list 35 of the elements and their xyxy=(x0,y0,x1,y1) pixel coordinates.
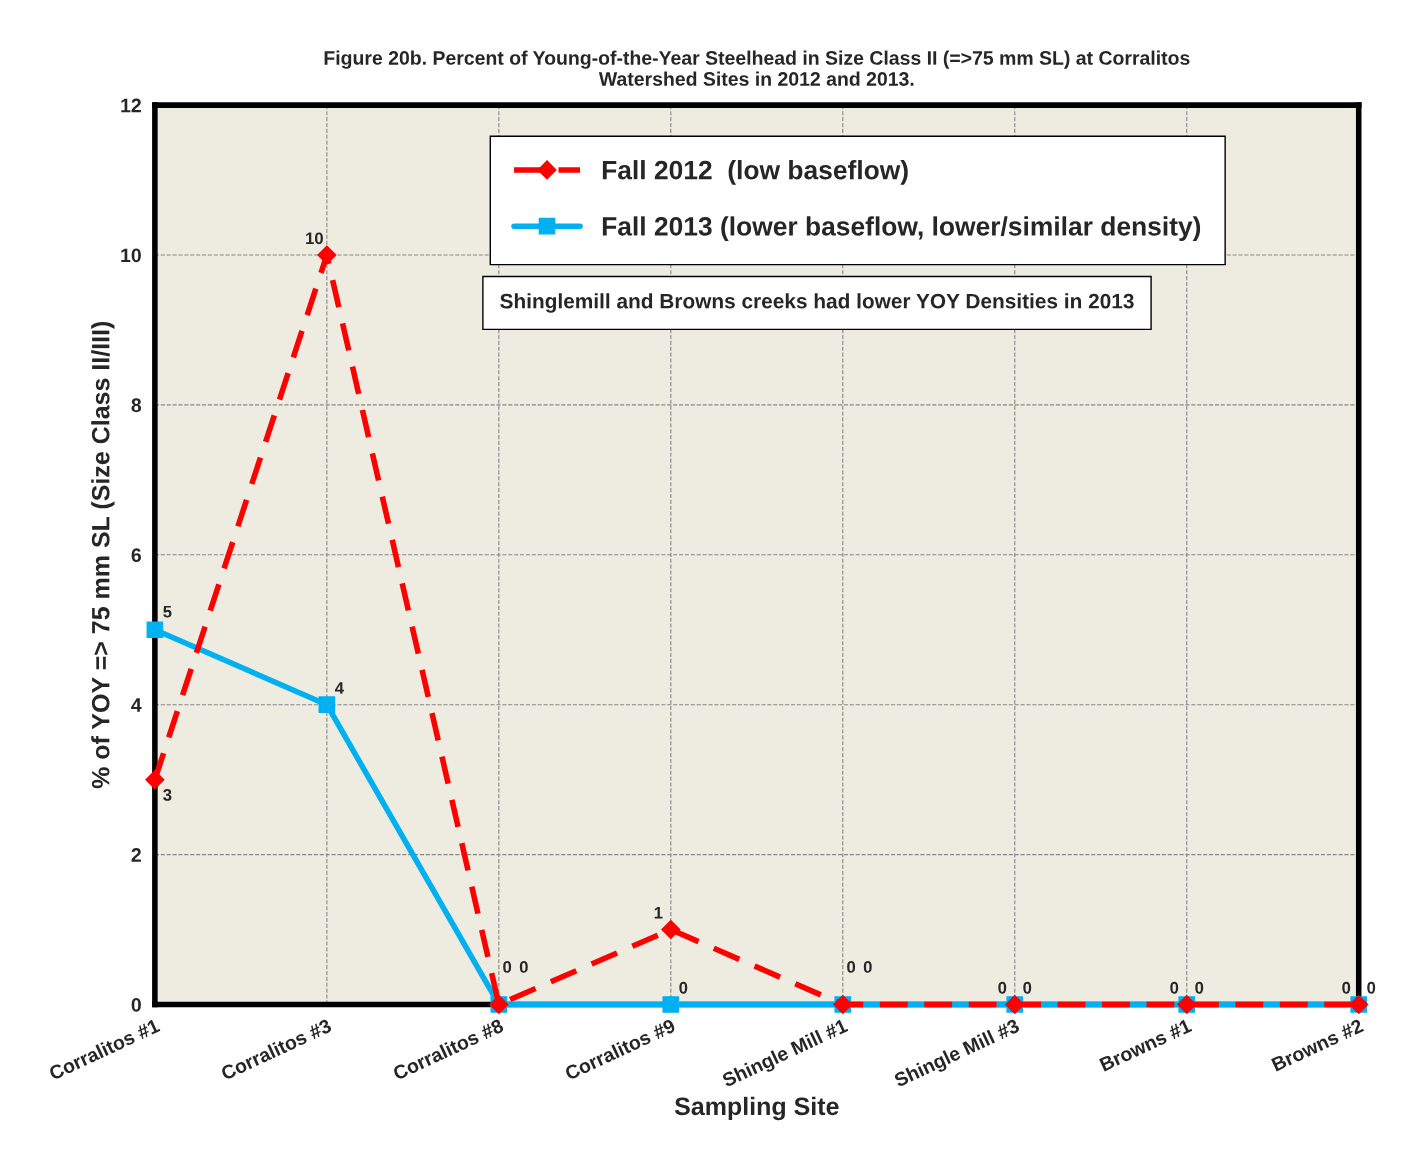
annotation: Shinglemill and Browns creeks had lower YOY Densities in 2013 xyxy=(500,293,1134,313)
data-label: 0 xyxy=(679,981,688,994)
y-tick-label: 2 xyxy=(131,848,141,862)
data-label: 0 xyxy=(1170,981,1179,994)
point xyxy=(317,245,337,265)
y-tick-label: 12 xyxy=(121,98,141,113)
point xyxy=(662,996,680,1013)
y-tick-label: 4 xyxy=(131,698,142,712)
y-tick-label: 8 xyxy=(131,398,142,413)
data-label: 0 xyxy=(503,961,512,973)
y-tick-label: 6 xyxy=(131,548,141,563)
data-label: 0 xyxy=(847,961,856,973)
point xyxy=(318,696,336,714)
point xyxy=(146,621,164,639)
legend-label: Fall 2013 (lower baseflow, lower/similar density) xyxy=(602,216,1201,241)
x-axis-title: Sampling Site xyxy=(674,1096,839,1121)
data-label: 0 xyxy=(1342,981,1351,994)
y-tick-label: 0 xyxy=(131,997,141,1012)
y-tick-label: 10 xyxy=(121,248,141,263)
point xyxy=(661,919,681,940)
data-label: 10 xyxy=(306,232,323,245)
data-label: 0 xyxy=(1367,981,1376,994)
data-label: 1 xyxy=(654,907,663,919)
data-label: 0 xyxy=(863,961,872,973)
chart-title: Figure 20b. Percent of Young-of-the-Year Steelhead in Size Class II (=>75 mm SL) at Corralitos Watershed Sites in 2012 and 2013. xyxy=(324,50,1190,86)
data-label: 5 xyxy=(163,605,172,618)
data-label: 0 xyxy=(519,961,528,973)
data-label: 0 xyxy=(1195,981,1204,994)
point xyxy=(145,770,165,790)
data-label: 0 xyxy=(1023,981,1032,994)
legend-label: Fall 2012 (low baseflow) xyxy=(602,160,908,185)
data-label: 0 xyxy=(998,981,1007,994)
y-axis-title: % of YOY => 75 mm SL (Size Class II/III) xyxy=(91,321,115,789)
data-label: 4 xyxy=(334,682,344,694)
data-label: 3 xyxy=(163,788,172,801)
